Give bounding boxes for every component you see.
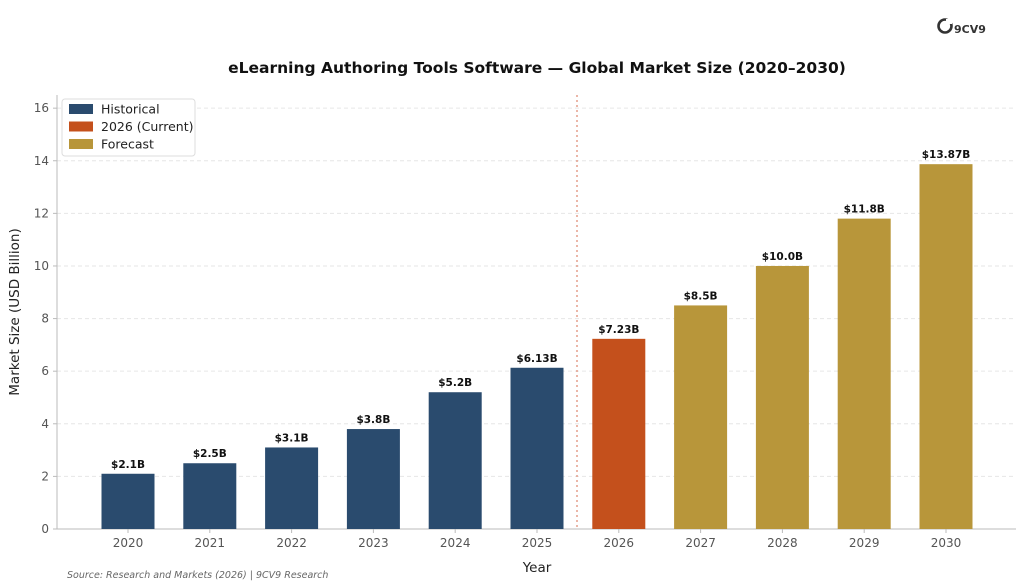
bar-value-label: $11.8B xyxy=(844,204,885,216)
bar-value-label: $13.87B xyxy=(922,149,971,161)
bar-value-label: $5.2B xyxy=(438,377,472,389)
x-tick-label: 2020 xyxy=(113,536,144,550)
x-tick-label: 2023 xyxy=(358,536,389,550)
x-tick-label: 2027 xyxy=(685,536,716,550)
bar-2028 xyxy=(755,265,809,529)
x-tick-label: 2024 xyxy=(440,536,471,550)
x-tick-label: 2026 xyxy=(604,536,635,550)
y-axis-label: Market Size (USD Billion) xyxy=(7,228,23,395)
bar-value-labels: $2.1B $2.5B $3.1B $3.8B $5.2B $6.13B $7.23B $8.… xyxy=(111,149,970,471)
bar-value-label: $3.1B xyxy=(275,432,309,444)
x-tick-label: 2022 xyxy=(276,536,307,550)
brand-logo: 9CV9 xyxy=(937,18,986,36)
bar-2021 xyxy=(183,463,237,529)
bars xyxy=(101,164,973,529)
y-tick-label: 14 xyxy=(34,154,49,168)
y-tick-label: 6 xyxy=(41,364,49,378)
x-tick-label: 2029 xyxy=(849,536,880,550)
bar-value-label: $8.5B xyxy=(684,290,718,302)
y-tick-label: 0 xyxy=(41,522,49,536)
x-axis-label: Year xyxy=(522,560,552,576)
logo-text: 9CV9 xyxy=(954,23,986,36)
legend-label-forecast: Forecast xyxy=(101,137,154,152)
y-tick-label: 2 xyxy=(41,469,49,483)
x-tick-labels: 2020 2021 2022 2023 2024 2025 2026 2027 2028 2029… xyxy=(113,529,962,550)
legend-swatch-forecast xyxy=(69,139,93,149)
legend-label-current: 2026 (Current) xyxy=(101,119,194,134)
legend-box xyxy=(61,98,196,157)
bar-value-label: $7.23B xyxy=(598,324,639,336)
bar-2020 xyxy=(101,473,155,529)
y-tick-label: 16 xyxy=(34,101,49,115)
x-tick-label: 2021 xyxy=(195,536,226,550)
logo-icon xyxy=(937,18,953,34)
y-tick-label: 4 xyxy=(41,417,49,431)
bar-2023 xyxy=(346,429,400,529)
x-tick-label: 2025 xyxy=(522,536,553,550)
bar-value-label: $2.1B xyxy=(111,459,145,471)
bar-2022 xyxy=(265,447,319,529)
legend-label-historical: Historical xyxy=(101,102,160,117)
source-note: Source: Research and Markets (2026) | 9C… xyxy=(67,570,328,581)
bar-2026 xyxy=(592,338,646,529)
legend-swatch-historical xyxy=(69,104,93,114)
bar-value-label: $6.13B xyxy=(516,353,557,365)
y-tick-label: 10 xyxy=(34,259,49,273)
bar-value-label: $2.5B xyxy=(193,448,227,460)
y-tick-labels: 0 2 4 6 8 10 12 14 16 xyxy=(34,101,57,536)
legend-swatch-current xyxy=(69,121,93,132)
bar-2024 xyxy=(428,392,482,529)
bar-2025 xyxy=(510,367,564,529)
bar-2029 xyxy=(837,218,891,529)
bar-2027 xyxy=(674,305,728,529)
bar-value-label: $3.8B xyxy=(356,414,390,426)
legend: Historical 2026 (Current) Forecast xyxy=(61,98,196,157)
chart-title: eLearning Authoring Tools Software — Glo… xyxy=(228,59,846,77)
bar-value-label: $10.0B xyxy=(762,251,803,263)
y-tick-label: 8 xyxy=(41,312,49,326)
x-tick-label: 2030 xyxy=(931,536,962,550)
y-tick-label: 12 xyxy=(34,206,49,220)
x-tick-label: 2028 xyxy=(767,536,798,550)
bar-2030 xyxy=(919,164,973,529)
logo-icon-notch xyxy=(946,19,952,24)
